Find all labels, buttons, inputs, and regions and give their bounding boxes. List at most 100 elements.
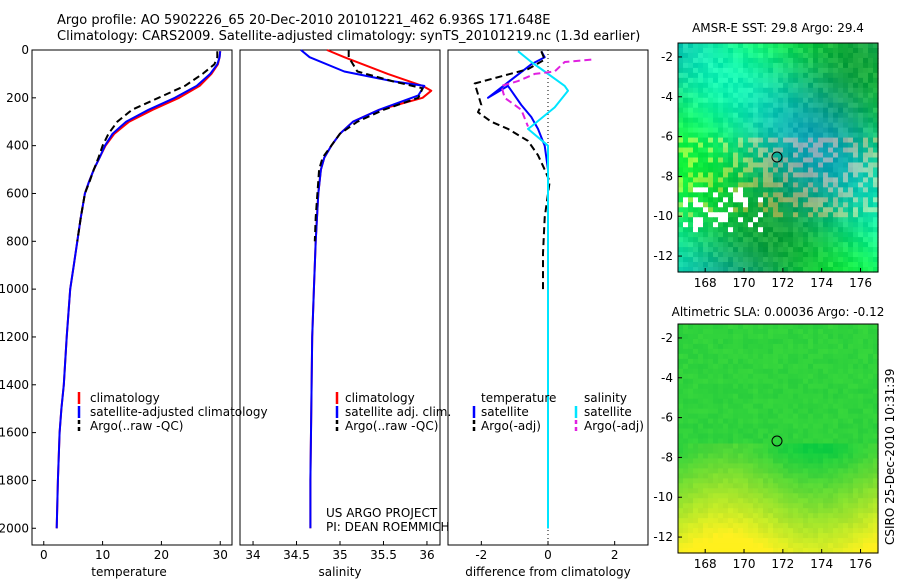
map-cell: [873, 423, 879, 430]
map-cell: [848, 97, 854, 104]
map-cell: [828, 463, 834, 469]
map-cell: [718, 232, 724, 238]
map-cell: [723, 67, 729, 74]
map-cell: [843, 408, 849, 415]
map-cell: [783, 418, 789, 425]
map-cell: [693, 157, 699, 164]
map-cell: [778, 162, 784, 169]
map-cell: [783, 408, 789, 415]
map-cell: [838, 52, 844, 59]
map-cell: [713, 67, 719, 74]
map-cell: [848, 222, 854, 228]
map-cell: [818, 403, 824, 410]
map-cell: [743, 77, 749, 84]
map-cell: [818, 112, 824, 119]
map-cell: [723, 453, 729, 460]
map-cell: [793, 197, 799, 203]
map-cell: [683, 132, 689, 139]
map-cell: [718, 483, 724, 489]
map-cell: [773, 473, 779, 479]
map-cell: [693, 77, 699, 84]
map-cell: [848, 448, 854, 455]
map-cell: [798, 97, 804, 104]
map-cell: [798, 383, 804, 390]
map-cell: [723, 97, 729, 104]
map-cell: [803, 473, 809, 479]
map-cell: [708, 433, 714, 440]
map-cell: [693, 478, 699, 484]
map-cell: [848, 498, 854, 504]
map-cell: [703, 333, 709, 340]
map-cell: [723, 393, 729, 400]
map-cell: [748, 62, 754, 69]
map-cell: [863, 207, 869, 213]
map-cell: [848, 132, 854, 139]
map-cell: [873, 498, 879, 504]
map-cell: [708, 182, 714, 188]
y-tick-label: 1800: [0, 473, 29, 487]
map-cell: [693, 523, 699, 529]
map-cell: [813, 87, 819, 94]
map-cell: [803, 127, 809, 134]
map-cell: [798, 52, 804, 59]
map-cell: [753, 373, 759, 380]
map-cell: [703, 528, 709, 534]
map-cell: [798, 398, 804, 405]
map-cell: [718, 463, 724, 469]
map-cell: [778, 127, 784, 134]
map-cell: [718, 122, 724, 129]
map-cell: [833, 257, 839, 263]
map-cell: [873, 438, 879, 445]
map-cell: [838, 343, 844, 350]
map-cell: [788, 197, 794, 203]
map-cell: [873, 523, 879, 529]
map-cell: [688, 483, 694, 489]
map-cell: [848, 363, 854, 370]
map-cell: [818, 167, 824, 174]
map-cell: [768, 533, 774, 539]
map-cell: [843, 57, 849, 64]
map-cell: [823, 538, 829, 544]
map-cell: [758, 222, 764, 228]
map-cell: [793, 137, 799, 144]
map-cell: [823, 162, 829, 169]
map-cell: [858, 518, 864, 524]
map-cell: [838, 87, 844, 94]
map-cell: [723, 488, 729, 494]
map-cell: [688, 77, 694, 84]
map-cell: [763, 473, 769, 479]
map-cell: [793, 187, 799, 193]
map-cell: [808, 77, 814, 84]
map-cell: [863, 117, 869, 124]
map-cell: [713, 423, 719, 430]
map-cell: [703, 162, 709, 169]
map-cell: [758, 152, 764, 159]
map-cell: [803, 132, 809, 139]
map-cell: [738, 333, 744, 340]
map-cell: [818, 418, 824, 425]
map-cell: [763, 448, 769, 455]
map-cell: [868, 132, 874, 139]
map-cell: [778, 202, 784, 208]
map-cell: [788, 358, 794, 365]
map-cell: [678, 57, 684, 64]
map-cell: [853, 77, 859, 84]
map-cell: [758, 192, 764, 198]
map-cell: [698, 463, 704, 469]
map-cell: [788, 453, 794, 460]
map-cell: [818, 508, 824, 514]
map-cell: [688, 162, 694, 169]
map-cell: [808, 137, 814, 144]
map-cell: [853, 518, 859, 524]
map-cell: [743, 222, 749, 228]
map-cell: [863, 428, 869, 435]
map-cell: [843, 483, 849, 489]
map-cell: [763, 72, 769, 79]
map-cell: [843, 242, 849, 248]
map-cell: [733, 267, 739, 273]
map-cell: [693, 448, 699, 455]
map-cell: [748, 127, 754, 134]
map-cell: [828, 513, 834, 519]
map-cell: [848, 172, 854, 179]
map-cell: [688, 488, 694, 494]
